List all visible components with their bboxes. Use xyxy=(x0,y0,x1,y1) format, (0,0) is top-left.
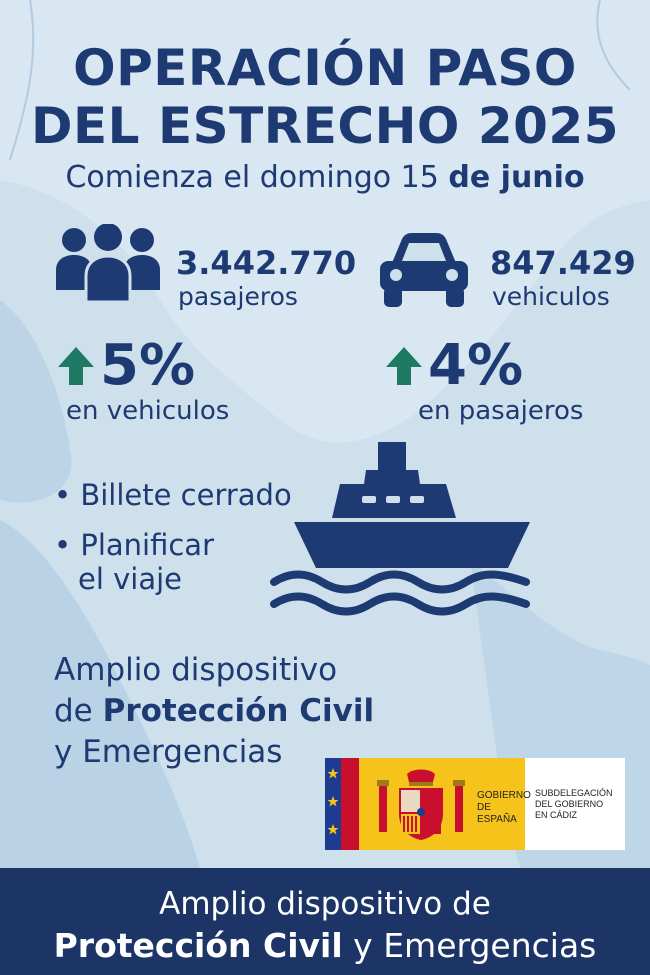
tip-item: • Billete cerrado xyxy=(54,478,292,512)
coat-of-arms-icon xyxy=(377,769,465,840)
footer-line-2-rest: y Emergencias xyxy=(353,926,597,965)
passengers-value: 3.442.770 xyxy=(176,244,357,282)
footer-line-2-bold: Protección Civil xyxy=(53,926,343,965)
footer-line-1: Amplio dispositivo de xyxy=(159,886,491,922)
subtitle-bold: de junio xyxy=(448,160,585,195)
passengers-growth-value: 4% xyxy=(428,333,524,398)
car-icon xyxy=(380,233,468,307)
subdelegacion-line-2: DEL GOBIERNO xyxy=(535,799,604,809)
dispositivo-line-2-bold: Protección Civil xyxy=(102,693,375,729)
subtitle: Comienza el domingo 15 de junio xyxy=(0,160,650,195)
eu-spain-flag-icon xyxy=(325,758,359,850)
vehicles-growth-value: 5% xyxy=(100,333,196,398)
subdelegacion-panel: SUBDELEGACIÓN DEL GOBIERNO EN CÁDIZ xyxy=(525,758,625,850)
title-line-2: DEL ESTRECHO 2025 xyxy=(31,97,619,155)
gobierno-panel: GOBIERNO DE ESPAÑA xyxy=(359,758,531,850)
vehicles-label: vehiculos xyxy=(492,282,610,311)
tip-label: Billete cerrado xyxy=(80,478,292,512)
bullet: • xyxy=(54,528,72,562)
dispositivo-line-2-prefix: de xyxy=(54,693,93,729)
gobierno-line-1: GOBIERNO xyxy=(477,790,531,801)
tip-label: Planificar xyxy=(80,528,214,562)
vehicles-growth-label: en vehiculos xyxy=(66,396,230,426)
subdelegacion-line-1: SUBDELEGACIÓN xyxy=(535,788,613,798)
title-line-1: OPERACIÓN PASO xyxy=(73,39,577,97)
dispositivo-line-2: de Protección Civil xyxy=(54,691,374,732)
subtitle-prefix: Comienza el domingo 15 xyxy=(65,160,439,195)
bullet: • xyxy=(54,478,72,512)
footer-banner: Amplio dispositivo de Protección Civil y… xyxy=(0,868,650,975)
dispositivo-text: Amplio dispositivo de Protección Civil y… xyxy=(54,650,374,773)
tip-item: • Planificar xyxy=(54,528,214,562)
subdelegacion-line-3: EN CÁDIZ xyxy=(535,810,578,820)
vehicles-value: 847.429 xyxy=(490,244,636,282)
tip-label-continued: el viaje xyxy=(78,562,183,596)
passengers-growth-label: en pasajeros xyxy=(418,396,584,426)
government-logo: GOBIERNO DE ESPAÑA SUBDELEGACIÓN DEL GOB… xyxy=(325,758,625,850)
gobierno-line-2: DE ESPAÑA xyxy=(477,802,517,825)
ship-on-waves-icon xyxy=(270,442,530,616)
arrow-up-icon xyxy=(58,347,94,385)
footer-line-2: Protección Civil y Emergencias xyxy=(0,926,650,965)
dispositivo-line-3: y Emergencias xyxy=(54,734,283,770)
passengers-label: pasajeros xyxy=(178,282,298,311)
gobierno-text: GOBIERNO DE ESPAÑA xyxy=(477,790,531,826)
dispositivo-line-1: Amplio dispositivo xyxy=(54,652,338,688)
people-group-icon xyxy=(56,224,160,304)
arrow-up-icon xyxy=(386,347,422,385)
